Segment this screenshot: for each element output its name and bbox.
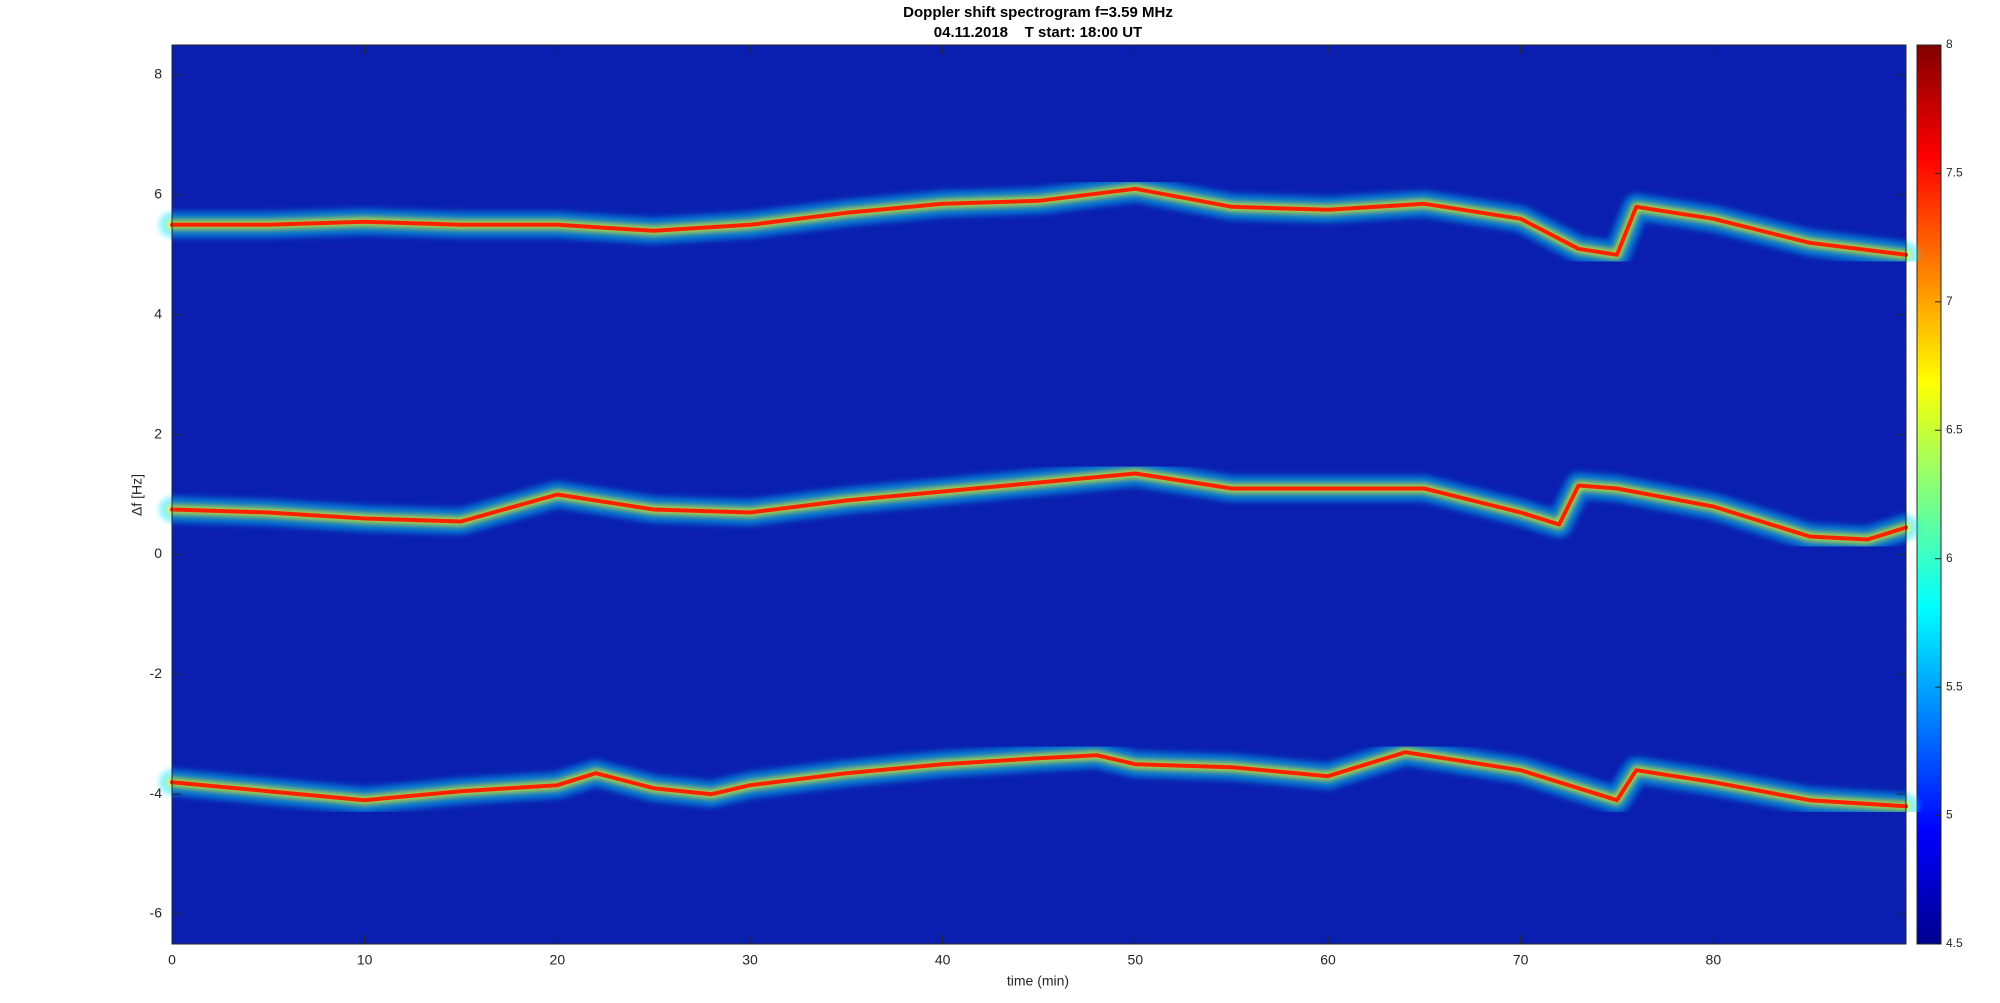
x-axis-label: time (min) [1007,973,1069,989]
y-tick-label: 4 [154,305,162,321]
x-tick-label: 80 [1706,952,1722,968]
x-tick-label: 30 [742,952,758,968]
y-tick-label: 6 [154,186,162,202]
y-tick-label: -2 [150,665,163,681]
x-tick-label: 0 [168,952,176,968]
x-tick-label: 60 [1320,952,1336,968]
colorbar-tick-label: 5 [1946,808,1953,822]
x-tick-label: 20 [550,952,566,968]
trace [170,471,1908,542]
y-tick-label: -4 [150,785,163,801]
colorbar-tick-label: 5.5 [1946,679,1963,693]
colorbar-tick-label: 7 [1946,294,1953,308]
colorbar-tick-label: 7.5 [1946,166,1963,180]
x-tick-label: 10 [357,952,373,968]
colorbar [1916,44,1942,945]
plot-frame [171,44,1907,945]
y-axis-label: Δf [Hz] [129,474,145,516]
trace [170,750,1908,809]
y-tick-label: 0 [154,545,162,561]
colorbar-tick-label: 6 [1946,551,1953,565]
y-tick-label: -6 [150,905,163,921]
x-tick-label: 40 [935,952,951,968]
x-tick-label: 70 [1513,952,1529,968]
x-tick-label: 50 [1128,952,1144,968]
trace [170,186,1908,257]
chart-subtitle: 04.11.2018 T start: 18:00 UT [934,24,1142,41]
colorbar-tick-label: 6.5 [1946,422,1963,436]
y-tick-label: 8 [154,66,162,82]
y-tick-label: 2 [154,425,162,441]
colorbar-tick-label: 8 [1946,37,1953,51]
chart-title: Doppler shift spectrogram f=3.59 MHz [903,4,1173,21]
colorbar-tick-label: 4.5 [1946,936,1963,950]
